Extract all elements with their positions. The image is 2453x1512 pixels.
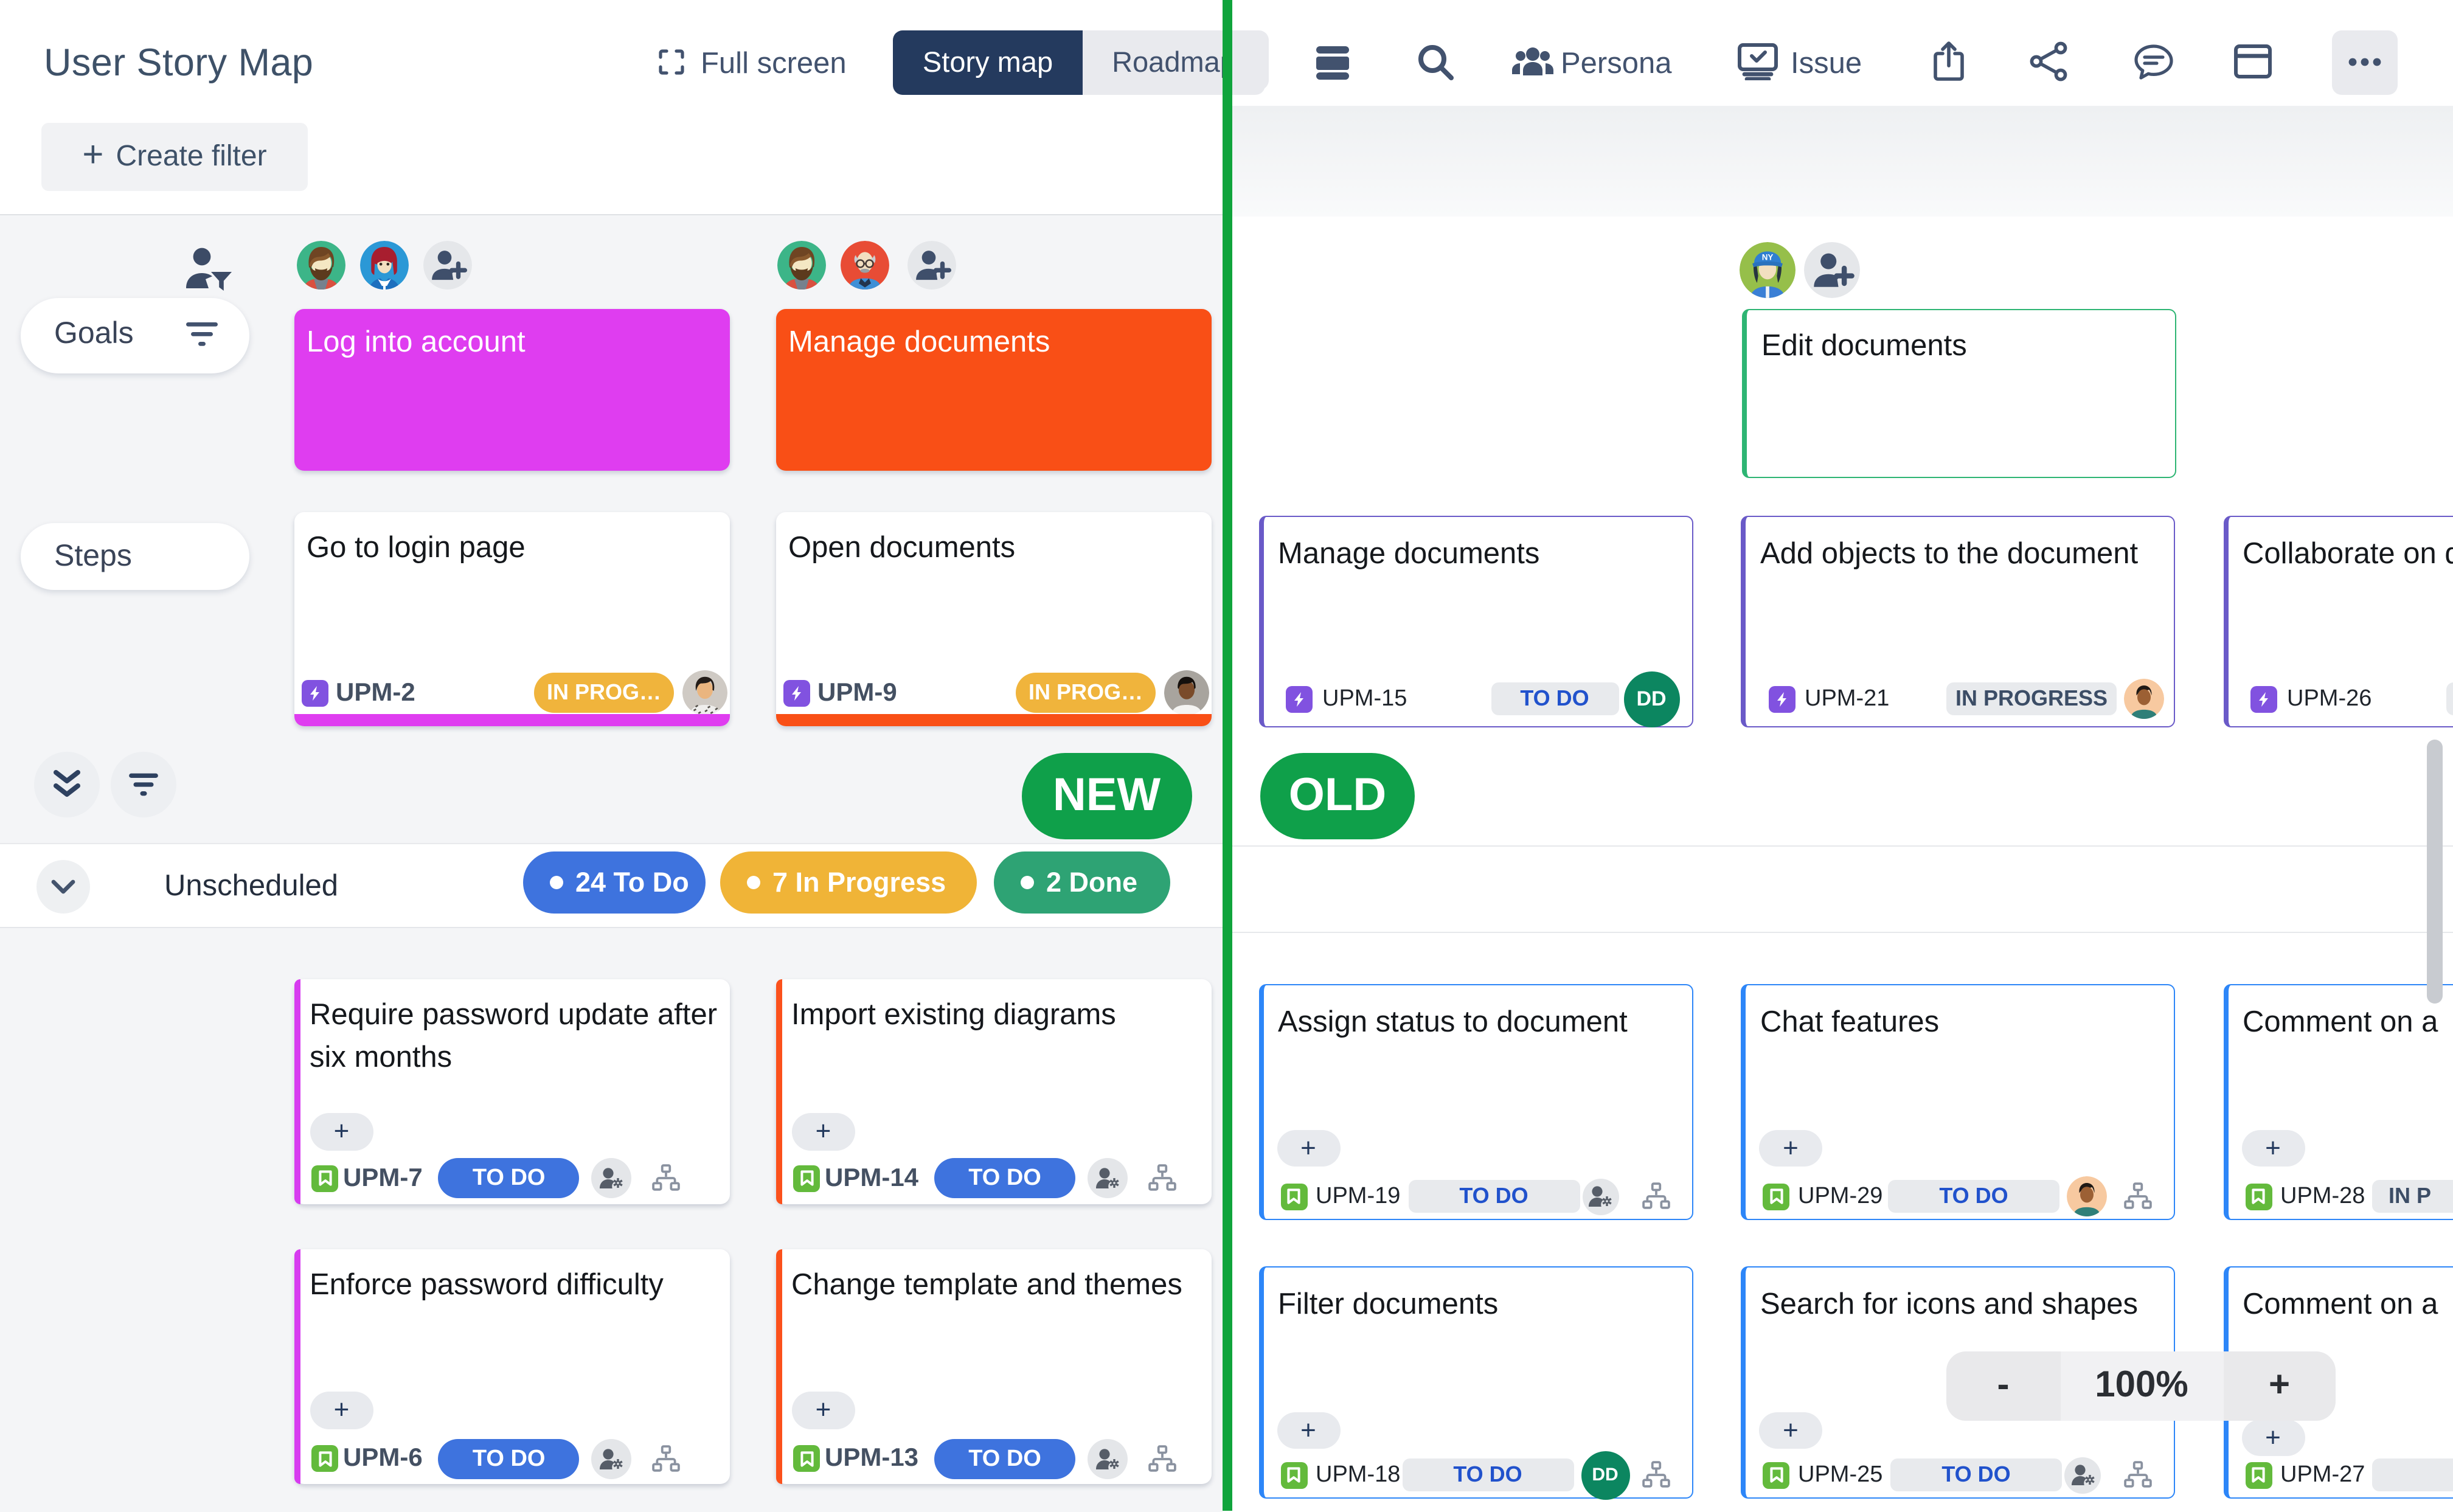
svg-text:NY: NY [1762,253,1774,262]
